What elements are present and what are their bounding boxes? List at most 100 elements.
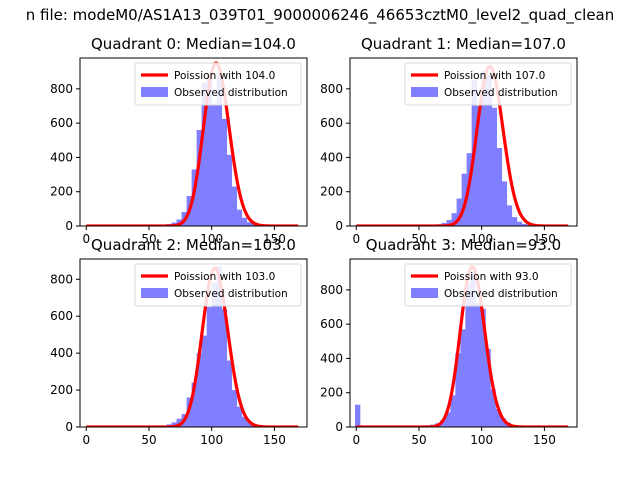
y-tick-label: 400 [50, 346, 73, 360]
subplot-2: 0 50 100 150 0 200 400 600 800 Quadrant 2: Median… [50, 236, 308, 447]
histogram-bar [241, 217, 248, 226]
histogram-bar [456, 198, 462, 226]
histogram-bar [480, 308, 486, 427]
histogram-bar [226, 154, 233, 226]
histogram-bar [506, 205, 513, 226]
histogram-bar [206, 73, 212, 226]
histogram-bar [470, 271, 476, 427]
histogram-bar [440, 420, 446, 427]
histogram-bar [221, 118, 228, 226]
subplot-title: Quadrant 0: Median=104.0 [91, 35, 296, 53]
y-tick-label: 400 [320, 150, 343, 164]
histogram-bar [500, 418, 506, 427]
histogram-bar [495, 409, 501, 427]
histogram-bar [231, 186, 238, 226]
histogram-bar [355, 404, 361, 427]
histogram-bar [201, 335, 207, 427]
legend-label-observed: Observed distribution [174, 288, 288, 300]
histogram-bar [491, 107, 498, 226]
histogram-bar [446, 220, 452, 226]
plot-area-3 [355, 265, 569, 427]
x-tick-label: 0 [352, 232, 360, 246]
legend-label-poisson: Poission with 103.0 [174, 271, 275, 283]
y-tick-label: 600 [320, 317, 343, 331]
histogram-bar [246, 222, 253, 226]
x-tick-label: 0 [82, 232, 90, 246]
histogram-bar [246, 421, 253, 427]
histogram-bar [501, 181, 508, 226]
legend-box [134, 62, 302, 106]
histogram-bar [496, 148, 503, 226]
histogram-bar [486, 75, 493, 226]
subplot-grid: 0 50 100 150 0 200 400 600 800 Quadrant 0: Median… [50, 35, 578, 447]
histogram-bar [481, 70, 488, 226]
histogram-bar [445, 412, 451, 427]
y-tick-label: 200 [50, 185, 73, 199]
subplot-title: Quadrant 2: Median=103.0 [91, 236, 296, 254]
x-tick-label: 150 [533, 232, 556, 246]
histogram-bar [476, 106, 482, 226]
x-tick-label: 100 [200, 232, 223, 246]
legend-label-observed: Observed distribution [174, 87, 288, 99]
subplot-1: 0 50 100 150 0 200 400 600 800 Quadrant 1: Median… [320, 35, 578, 246]
histogram-bar [475, 302, 481, 427]
y-tick-label: 0 [335, 219, 343, 233]
poisson-curve [355, 64, 569, 226]
legend: Poission with 107.0 Observed distribution [404, 62, 572, 106]
histogram-bar [465, 283, 471, 427]
legend-label-observed: Observed distribution [444, 288, 558, 300]
legend-label-poisson: Poission with 93.0 [444, 271, 539, 283]
y-tick-label: 800 [320, 82, 343, 96]
histogram-bar [236, 406, 243, 427]
x-tick-label: 100 [470, 232, 493, 246]
axes-frame [79, 258, 308, 428]
x-tick-label: 100 [200, 433, 223, 447]
x-tick-label: 150 [533, 433, 556, 447]
legend-bar-swatch [141, 288, 168, 298]
subplot-title: Quadrant 1: Median=107.0 [361, 35, 566, 53]
histogram-bar [521, 223, 528, 226]
y-tick-label: 400 [320, 351, 343, 365]
legend-box [404, 263, 572, 307]
figure-suptitle: n file: modeM0/AS1A13_039T01_9000006246_… [26, 6, 615, 25]
axes-frame [349, 57, 578, 227]
legend-bar-swatch [411, 87, 438, 97]
legend-label-poisson: Poission with 104.0 [174, 70, 275, 82]
histogram-bar [236, 209, 243, 226]
histogram-bar [490, 389, 496, 427]
x-tick-label: 0 [82, 433, 90, 447]
legend: Poission with 104.0 Observed distribution [134, 62, 302, 106]
histogram-bar [196, 130, 202, 226]
legend-bar-swatch [141, 87, 168, 97]
histogram-bar [485, 349, 491, 427]
x-tick-label: 50 [141, 232, 156, 246]
legend-label-poisson: Poission with 107.0 [444, 70, 545, 82]
histogram-bar [216, 266, 223, 427]
legend-label-observed: Observed distribution [444, 87, 558, 99]
axes-frame [79, 57, 308, 227]
x-tick-label: 100 [470, 433, 493, 447]
subplot-0: 0 50 100 150 0 200 400 600 800 Quadrant 0: Median… [50, 35, 308, 246]
x-tick-label: 50 [411, 232, 426, 246]
y-tick-label: 600 [50, 309, 73, 323]
y-tick-label: 0 [335, 420, 343, 434]
histogram-bar [196, 353, 202, 427]
poisson-curve [355, 265, 569, 427]
x-tick-label: 50 [141, 433, 156, 447]
y-tick-label: 800 [50, 272, 73, 286]
y-tick-label: 200 [320, 185, 343, 199]
y-tick-label: 800 [50, 82, 73, 96]
x-tick-label: 50 [411, 433, 426, 447]
subplot-3: 0 50 100 150 0 200 400 600 800 Quadrant 3: Median… [320, 236, 578, 447]
legend: Poission with 93.0 Observed distribution [404, 263, 572, 307]
histogram-bar [231, 390, 238, 427]
histogram-bar [221, 308, 228, 427]
subplot-title: Quadrant 3: Median=93.0 [366, 236, 561, 254]
legend-box [134, 263, 302, 307]
x-tick-label: 150 [263, 232, 286, 246]
y-tick-label: 800 [320, 283, 343, 297]
histogram-bar [450, 395, 456, 427]
y-tick-label: 0 [65, 420, 73, 434]
y-tick-label: 400 [50, 150, 73, 164]
